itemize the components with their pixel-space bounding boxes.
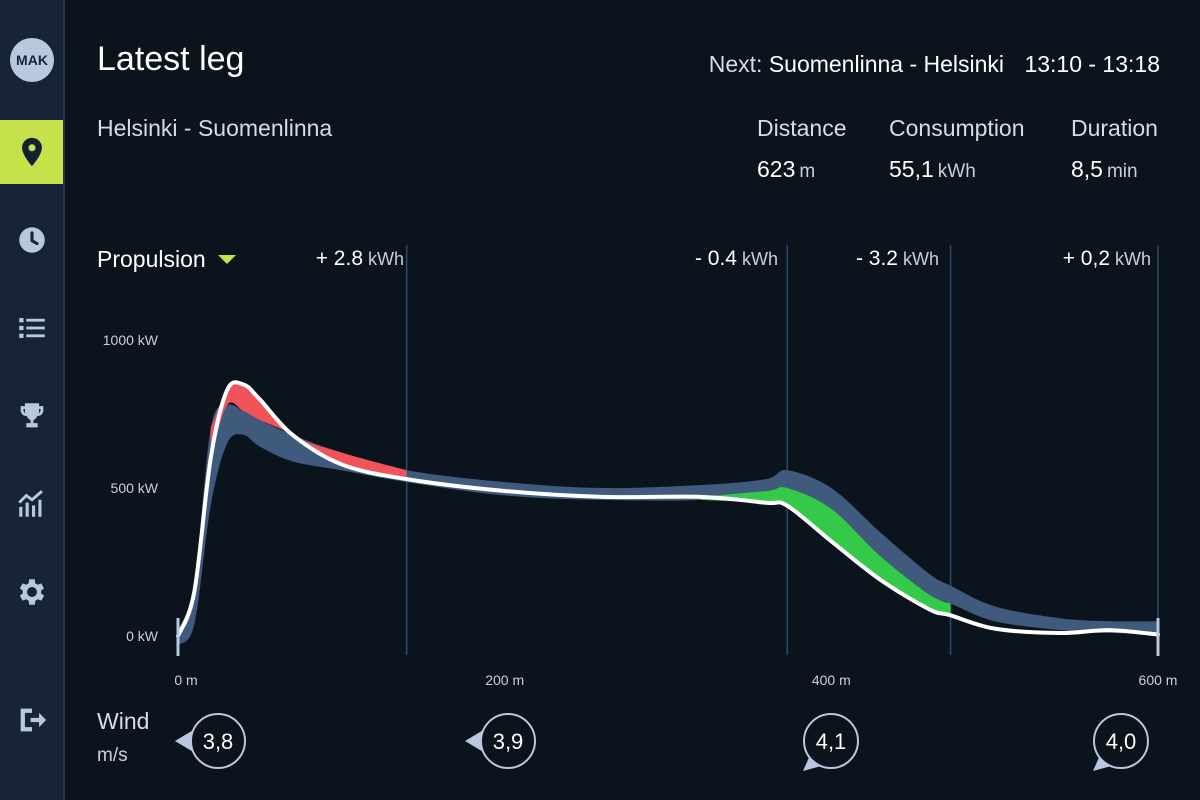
nav-item-history[interactable]: [0, 208, 63, 272]
nav-item-location[interactable]: [0, 120, 63, 184]
dropdown-label: Propulsion: [97, 246, 206, 272]
stat-duration: Duration 8,5 min: [1071, 115, 1158, 183]
trophy-icon: [20, 403, 43, 428]
segment-energy-value: + 0,2: [1062, 247, 1110, 270]
stat-value: 8,5: [1071, 156, 1103, 182]
wind-marker: [1093, 713, 1149, 769]
propulsion-dropdown[interactable]: Propulsion: [97, 246, 236, 273]
segment-energy-unit: kWh: [903, 249, 939, 269]
segment-energy-unit: kWh: [742, 249, 778, 269]
segment-energy: - 3.2 kWh: [856, 247, 939, 271]
stat-label: Duration: [1071, 115, 1158, 141]
wind-speed-value: 4,0: [1106, 729, 1137, 754]
wind-speed-value: 3,9: [493, 729, 524, 754]
x-tick-label: 600 m: [1139, 672, 1178, 688]
logout-icon: [20, 708, 46, 732]
page-title: Latest leg: [97, 40, 245, 78]
next-route: Suomenlinna - Helsinki: [768, 51, 1005, 77]
x-tick-label: 200 m: [485, 672, 524, 688]
over-consumption-area: [210, 383, 407, 480]
analytics-chart-icon: [17, 490, 43, 517]
current-route: Helsinki - Suomenlinna: [97, 115, 333, 141]
under-consumption-area: [700, 487, 951, 616]
wind-marker: [190, 713, 246, 769]
stat-label: Distance: [757, 115, 847, 141]
next-leg[interactable]: Next: Suomenlinna - Helsinki 13:10 - 13:…: [709, 51, 1160, 78]
wind-marker: [803, 713, 859, 769]
segment-energy-value: + 2.8: [315, 247, 363, 270]
wind-unit: m/s: [97, 745, 128, 766]
next-time: 13:10 - 13:18: [1024, 51, 1160, 77]
next-label: Next:: [708, 51, 763, 77]
wind-marker: [480, 713, 536, 769]
chevron-down-icon: [217, 255, 236, 264]
list-icon: [18, 318, 45, 338]
stat-distance: Distance 623 m: [757, 115, 846, 183]
power-line: [176, 380, 1160, 638]
location-pin-icon: [21, 137, 42, 167]
segment-energy-value: - 3.2: [855, 247, 898, 270]
stat-value: 623: [757, 156, 796, 182]
segment-energy-value: - 0.4: [694, 247, 737, 270]
stat-unit: min: [1106, 161, 1138, 182]
expected-range-band: [178, 404, 1158, 645]
wind-direction-pointer: [175, 729, 195, 753]
nav-item-settings[interactable]: [0, 560, 63, 624]
y-tick-label: 500 kW: [111, 480, 159, 496]
sidebar: MAK: [0, 0, 65, 800]
nav-item-analytics[interactable]: [0, 472, 63, 536]
avatar[interactable]: MAK: [10, 38, 54, 82]
stat-unit: kWh: [937, 161, 976, 182]
wind-label: Wind: [97, 708, 150, 734]
segment-energy-unit: kWh: [1115, 249, 1151, 269]
stat-value: 55,1: [889, 156, 934, 182]
stat-unit: m: [799, 161, 816, 182]
wind-direction-pointer: [465, 729, 485, 753]
nav-item-list[interactable]: [0, 296, 63, 360]
wind-speed-value: 3,8: [203, 729, 234, 754]
x-tick-label: 400 m: [812, 672, 851, 688]
segment-energy-unit: kWh: [368, 249, 404, 269]
y-tick-label: 1000 kW: [103, 332, 159, 348]
wind-speed-value: 4,1: [816, 729, 847, 754]
nav-item-trophy[interactable]: [0, 384, 63, 448]
segment-energy: - 0.4 kWh: [695, 247, 778, 271]
clock-icon: [18, 227, 45, 253]
segment-energy: + 2.8 kWh: [316, 247, 404, 271]
x-tick-label: 0 m: [174, 672, 197, 688]
gear-icon: [19, 579, 44, 605]
stat-consumption: Consumption 55,1 kWh: [889, 115, 1025, 183]
stat-label: Consumption: [889, 115, 1025, 141]
segment-energy: + 0,2 kWh: [1063, 247, 1151, 271]
y-tick-label: 0 kW: [126, 628, 159, 644]
nav-item-logout[interactable]: [0, 688, 63, 752]
